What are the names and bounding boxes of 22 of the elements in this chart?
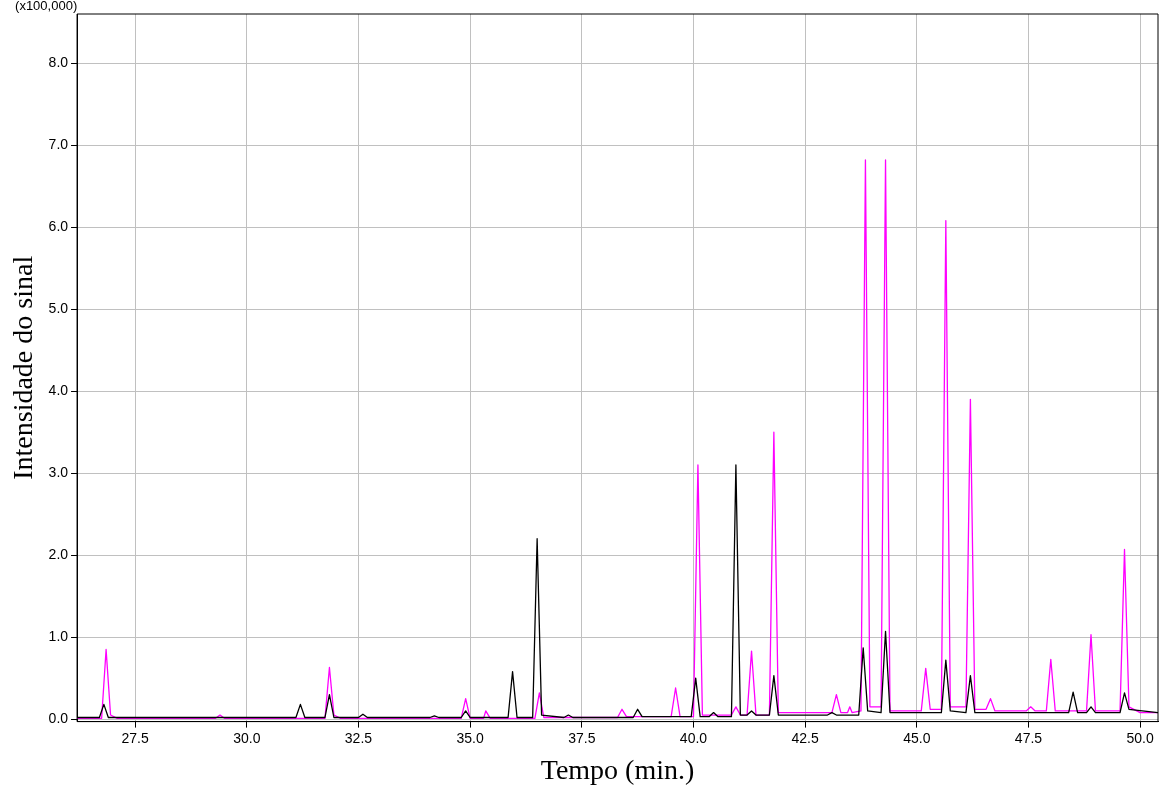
y-tick-label: 5.0 <box>48 300 69 317</box>
y-tick-label: 1.0 <box>48 628 69 645</box>
text: (x100,000) <box>15 0 78 14</box>
y-tick-label: 0.0 <box>48 710 69 726</box>
y-tick-label: 2.0 <box>48 546 69 563</box>
y-tick-label: 4.0 <box>48 382 69 399</box>
x-tick-label: 35.0 <box>456 729 484 746</box>
y-tick-label: 8.0 <box>48 54 69 71</box>
y-tick-label: 3.0 <box>48 464 69 481</box>
x-tick-label: 42.5 <box>791 729 819 746</box>
x-tick-label: 47.5 <box>1014 729 1043 746</box>
x-tick-label: 37.5 <box>568 729 596 746</box>
x-tick-label: 40.0 <box>679 729 708 746</box>
x-tick-label: 45.0 <box>903 729 931 746</box>
x-axis-title: Tempo (min.) <box>540 753 695 785</box>
y-tick-label: 6.0 <box>48 218 69 235</box>
x-tick-label: 30.0 <box>233 729 261 746</box>
x-tick-label: 27.5 <box>121 729 149 746</box>
y-axis-title: Intensidade do sinal <box>7 255 39 480</box>
x-tick-label: 50.0 <box>1126 729 1154 746</box>
y-tick-label: 7.0 <box>48 136 69 153</box>
x-tick-label: 32.5 <box>344 729 373 746</box>
